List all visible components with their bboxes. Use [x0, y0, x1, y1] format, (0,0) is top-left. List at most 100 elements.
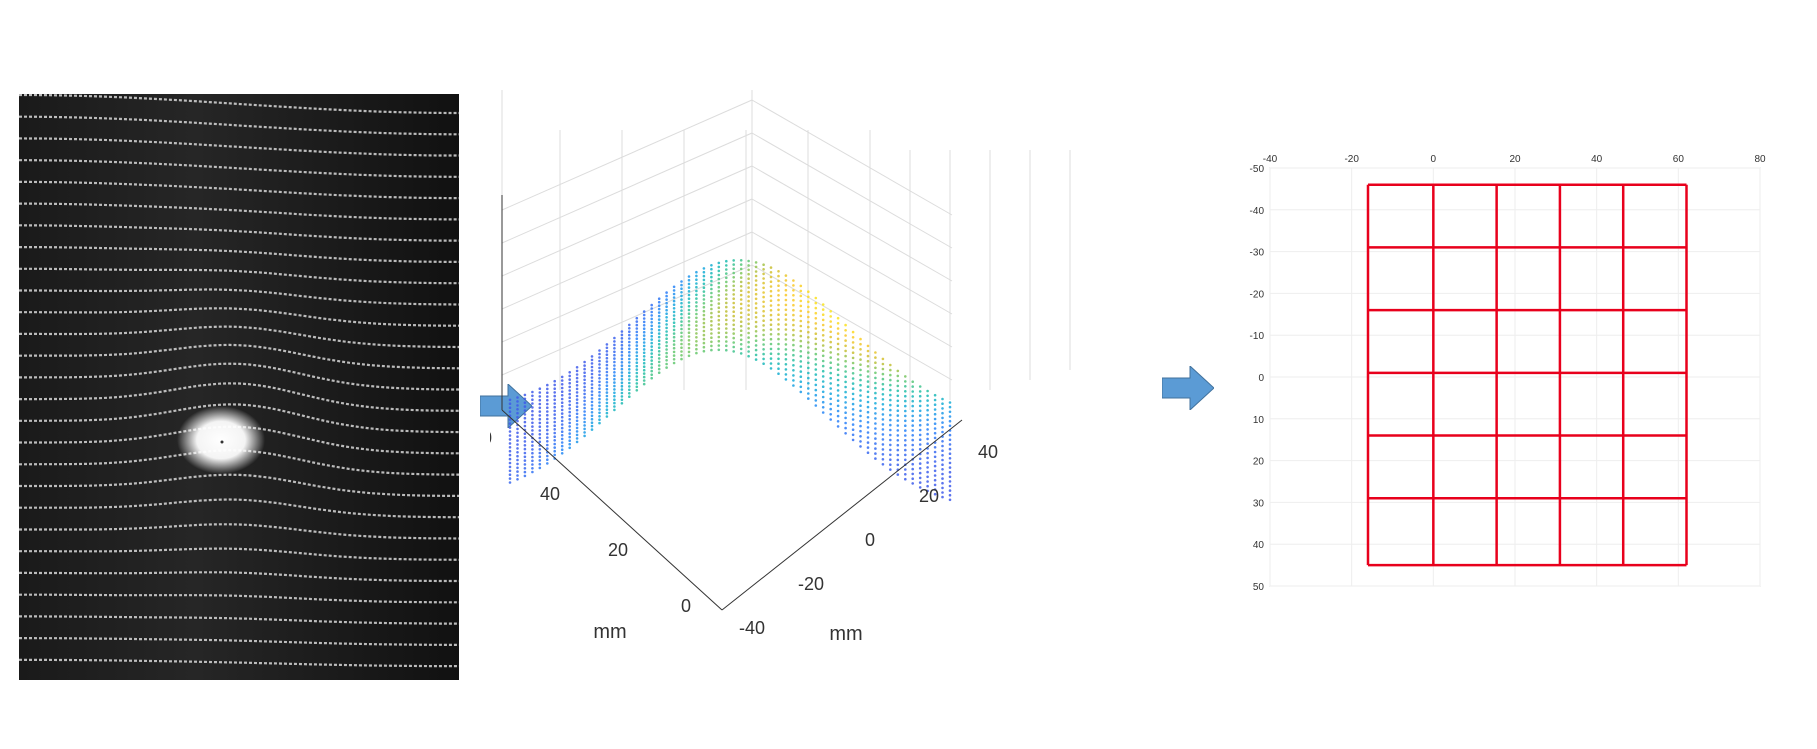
point-cloud-point: [866, 344, 870, 348]
point-cloud-point: [717, 327, 721, 330]
point-cloud-point: [531, 444, 534, 447]
point-cloud-point: [941, 454, 944, 457]
point-cloud-point: [769, 323, 773, 326]
point-cloud-point: [516, 427, 519, 431]
point-cloud-point: [836, 373, 840, 377]
point-cloud-point: [889, 403, 892, 407]
point-cloud-point: [725, 268, 728, 271]
point-cloud-point: [680, 294, 683, 298]
point-cloud-point: [859, 353, 862, 356]
point-cloud-point: [933, 436, 937, 440]
point-cloud-point: [829, 376, 832, 380]
point-cloud-point: [642, 351, 646, 355]
point-cloud-point: [844, 401, 847, 404]
point-cloud-point: [836, 353, 840, 356]
point-cloud-point: [553, 435, 556, 439]
point-cloud-point: [710, 344, 713, 348]
point-cloud-point: [762, 314, 765, 318]
point-cloud-point: [702, 298, 706, 301]
point-cloud-point: [948, 405, 952, 409]
point-cloud-point: [911, 429, 914, 432]
point-cloud-point: [777, 270, 780, 273]
point-cloud-point: [836, 394, 840, 397]
point-cloud-point: [948, 433, 952, 437]
point-cloud-point: [799, 334, 803, 338]
point-cloud-point: [657, 328, 661, 332]
point-cloud-point: [933, 450, 937, 454]
point-cloud-point: [657, 335, 661, 339]
point-cloud-point: [911, 472, 914, 476]
point-cloud-point: [590, 400, 594, 404]
point-cloud-point: [546, 454, 549, 458]
point-cloud-point: [889, 378, 892, 382]
point-cloud-point: [784, 293, 788, 297]
point-cloud-point: [747, 308, 750, 312]
point-cloud-point: [575, 376, 579, 380]
point-cloud-point: [657, 367, 661, 371]
point-cloud-point: [941, 463, 944, 467]
point-cloud-point: [687, 346, 691, 350]
point-cloud-point: [829, 402, 832, 406]
point-cloud-point: [605, 381, 609, 384]
point-cloud-point: [642, 313, 646, 317]
point-cloud-point: [821, 328, 825, 332]
point-cloud-point: [836, 383, 840, 387]
point-cloud-point: [911, 385, 914, 388]
point-cloud-point: [844, 349, 847, 353]
point-cloud-point: [762, 333, 765, 337]
point-cloud-point: [560, 375, 564, 379]
point-cloud-point: [650, 355, 653, 359]
point-cloud-point: [635, 316, 639, 320]
point-cloud-point: [590, 417, 594, 421]
point-cloud-point: [821, 334, 825, 337]
point-cloud-point: [881, 357, 885, 361]
point-cloud-point: [516, 443, 519, 446]
point-cloud-point: [553, 413, 556, 416]
point-cloud-point: [739, 307, 743, 310]
point-cloud-point: [531, 463, 534, 466]
point-cloud-point: [620, 350, 624, 354]
point-cloud-point: [635, 358, 639, 361]
point-cloud-point: [575, 391, 579, 394]
point-cloud-point: [635, 354, 639, 358]
point-cloud-point: [874, 437, 877, 440]
point-cloud-point: [889, 413, 892, 417]
point-cloud-point: [725, 344, 728, 348]
point-cloud-point: [620, 402, 624, 405]
point-cloud-point: [747, 259, 750, 263]
point-cloud-point: [531, 390, 534, 394]
point-cloud-point: [583, 427, 586, 431]
point-cloud-point: [784, 348, 788, 351]
point-cloud-point: [717, 331, 721, 335]
point-cloud-point: [948, 452, 952, 456]
point-cloud-point: [672, 321, 676, 324]
point-cloud-point: [874, 427, 877, 430]
point-cloud-point: [807, 305, 810, 309]
point-cloud-point: [904, 390, 907, 393]
point-cloud-point: [695, 278, 698, 281]
point-cloud-point: [941, 426, 944, 429]
depth-heatmap: -40 -20 0 20 40 60 80-50-40-30-20-100102030405…: [1250, 154, 1766, 593]
point-cloud-point: [933, 478, 937, 482]
point-cloud-point: [546, 395, 549, 398]
y-tick-label: 60: [490, 428, 492, 448]
point-cloud-point: [784, 308, 788, 312]
point-cloud-point: [732, 297, 735, 300]
point-cloud-point: [904, 439, 907, 442]
y-tick-label: 40: [540, 484, 560, 504]
point-cloud-point: [710, 279, 713, 283]
point-cloud-point: [918, 394, 922, 398]
point-cloud-point: [516, 447, 519, 450]
point-cloud-point: [747, 318, 750, 321]
point-cloud-point: [598, 370, 601, 373]
point-cloud-point: [866, 375, 870, 378]
point-cloud-point: [799, 284, 803, 288]
point-cloud-point: [508, 438, 512, 441]
point-cloud-point: [725, 289, 728, 292]
point-cloud-point: [866, 410, 870, 414]
point-cloud-point: [575, 412, 579, 416]
point-cloud-point: [605, 350, 609, 353]
point-cloud-point: [807, 300, 810, 304]
point-cloud-point: [948, 443, 952, 446]
point-cloud-point: [896, 463, 900, 467]
